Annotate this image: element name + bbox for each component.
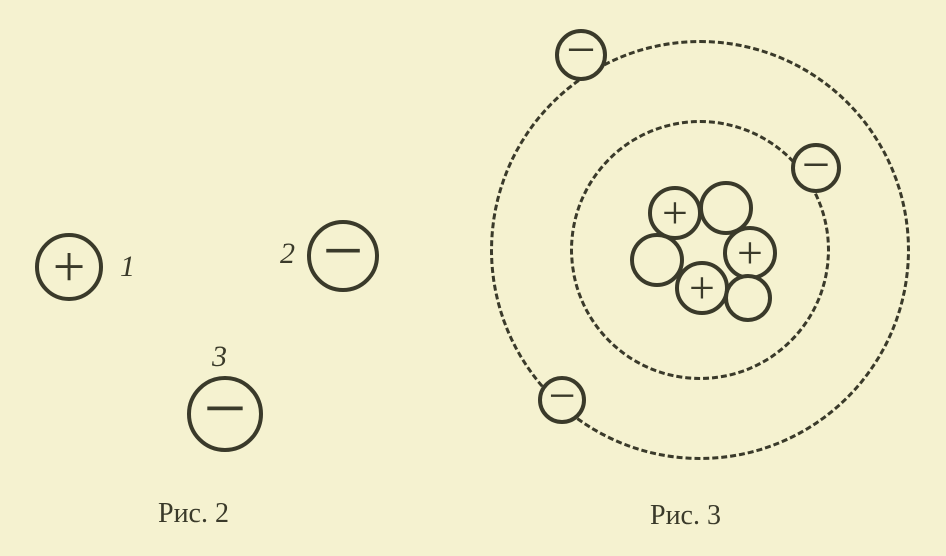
electron: − [307,220,379,292]
charge-sign: + [662,190,688,236]
charge-sign: − [802,139,830,189]
charge-sign: − [566,25,595,77]
proton: + [648,186,702,240]
proton: + [723,226,777,280]
electron: − [187,376,263,452]
charge-sign: − [548,372,575,420]
charge-sign: − [323,215,364,287]
charge-sign: + [737,230,763,276]
electron: − [538,376,586,424]
proton: + [675,261,729,315]
figure-3-caption: Рис. 3 [650,500,721,532]
electron: − [555,29,607,81]
charge-sign: + [689,265,715,311]
charge-sign: + [53,238,86,296]
neutron [724,274,772,322]
particle-label: 3 [212,340,227,374]
electron: − [791,143,841,193]
proton: + [35,233,103,301]
particle-label: 2 [280,237,295,271]
charge-sign: − [204,370,247,446]
particle-label: 1 [120,250,135,284]
figure-2-caption: Рис. 2 [158,498,229,530]
